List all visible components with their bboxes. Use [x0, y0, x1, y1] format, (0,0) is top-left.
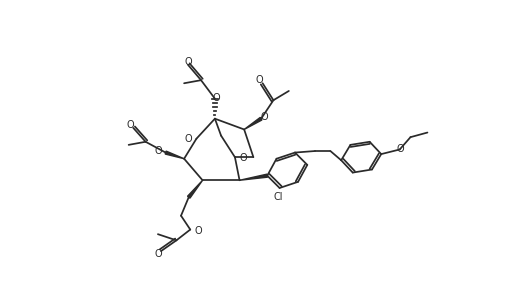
Text: O: O — [184, 134, 192, 144]
Text: O: O — [260, 112, 268, 122]
Text: Cl: Cl — [274, 192, 283, 202]
Text: O: O — [256, 75, 264, 85]
Polygon shape — [188, 180, 203, 198]
Text: O: O — [194, 226, 202, 236]
Polygon shape — [239, 174, 268, 180]
Text: O: O — [155, 146, 163, 156]
Text: O: O — [126, 120, 134, 130]
Polygon shape — [165, 151, 184, 159]
Polygon shape — [244, 118, 262, 129]
Text: O: O — [155, 249, 163, 259]
Text: O: O — [239, 153, 247, 163]
Text: O: O — [184, 57, 192, 67]
Text: O: O — [397, 144, 404, 154]
Text: O: O — [213, 93, 220, 103]
